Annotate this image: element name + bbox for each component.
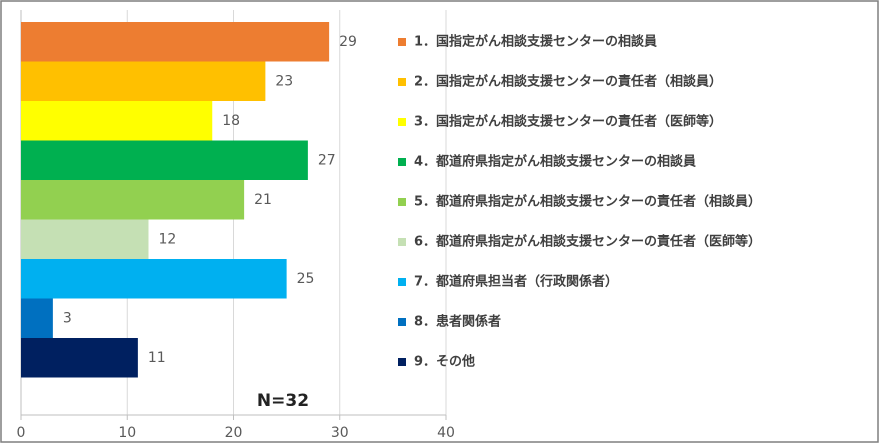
bar <box>21 140 308 180</box>
bar <box>21 219 149 259</box>
x-tick-label: 0 <box>17 425 26 441</box>
value-label: 29 <box>339 34 357 50</box>
value-label: 18 <box>222 113 240 129</box>
legend-label: 6．都道府県指定がん相談支援センターの責任者（医師等） <box>414 234 761 250</box>
value-label: 25 <box>297 271 315 287</box>
x-tick-label: 10 <box>118 425 136 441</box>
legend-label: 1．国指定がん相談支援センターの相談員 <box>414 34 657 50</box>
legend-swatch <box>398 38 406 46</box>
legend-swatch <box>398 318 406 326</box>
bar <box>21 101 213 141</box>
value-label: 12 <box>159 231 177 247</box>
bar <box>21 298 53 338</box>
legend-label: 3．国指定がん相談支援センターの責任者（医師等） <box>414 114 722 130</box>
legend-label: 7．都道府県担当者（行政関係者） <box>414 274 618 290</box>
legend-swatch <box>398 358 406 366</box>
legend-label: 4．都道府県指定がん相談支援センターの相談員 <box>414 154 696 170</box>
value-label: 3 <box>63 310 72 326</box>
bar <box>21 22 330 62</box>
legend-label: 5．都道府県指定がん相談支援センターの責任者（相談員） <box>414 194 761 210</box>
bar <box>21 259 287 299</box>
legend-label: 9．その他 <box>414 354 475 370</box>
bar <box>21 338 138 378</box>
legend-swatch <box>398 278 406 286</box>
annotation: N=32 <box>257 391 309 411</box>
x-tick-label: 40 <box>437 425 455 441</box>
legend-swatch <box>398 118 406 126</box>
value-label: 11 <box>148 350 166 366</box>
legend-swatch <box>398 158 406 166</box>
legend-label: 2．国指定がん相談支援センターの責任者（相談員） <box>414 74 722 90</box>
value-label: 27 <box>318 152 336 168</box>
value-label: 21 <box>254 192 272 208</box>
bar <box>21 61 266 101</box>
bar <box>21 180 245 220</box>
x-tick-label: 30 <box>331 425 349 441</box>
value-label: 23 <box>275 73 293 89</box>
x-tick-label: 20 <box>225 425 243 441</box>
legend-label: 8．患者関係者 <box>414 314 501 330</box>
legend-swatch <box>398 198 406 206</box>
legend-swatch <box>398 238 406 246</box>
legend-swatch <box>398 78 406 86</box>
